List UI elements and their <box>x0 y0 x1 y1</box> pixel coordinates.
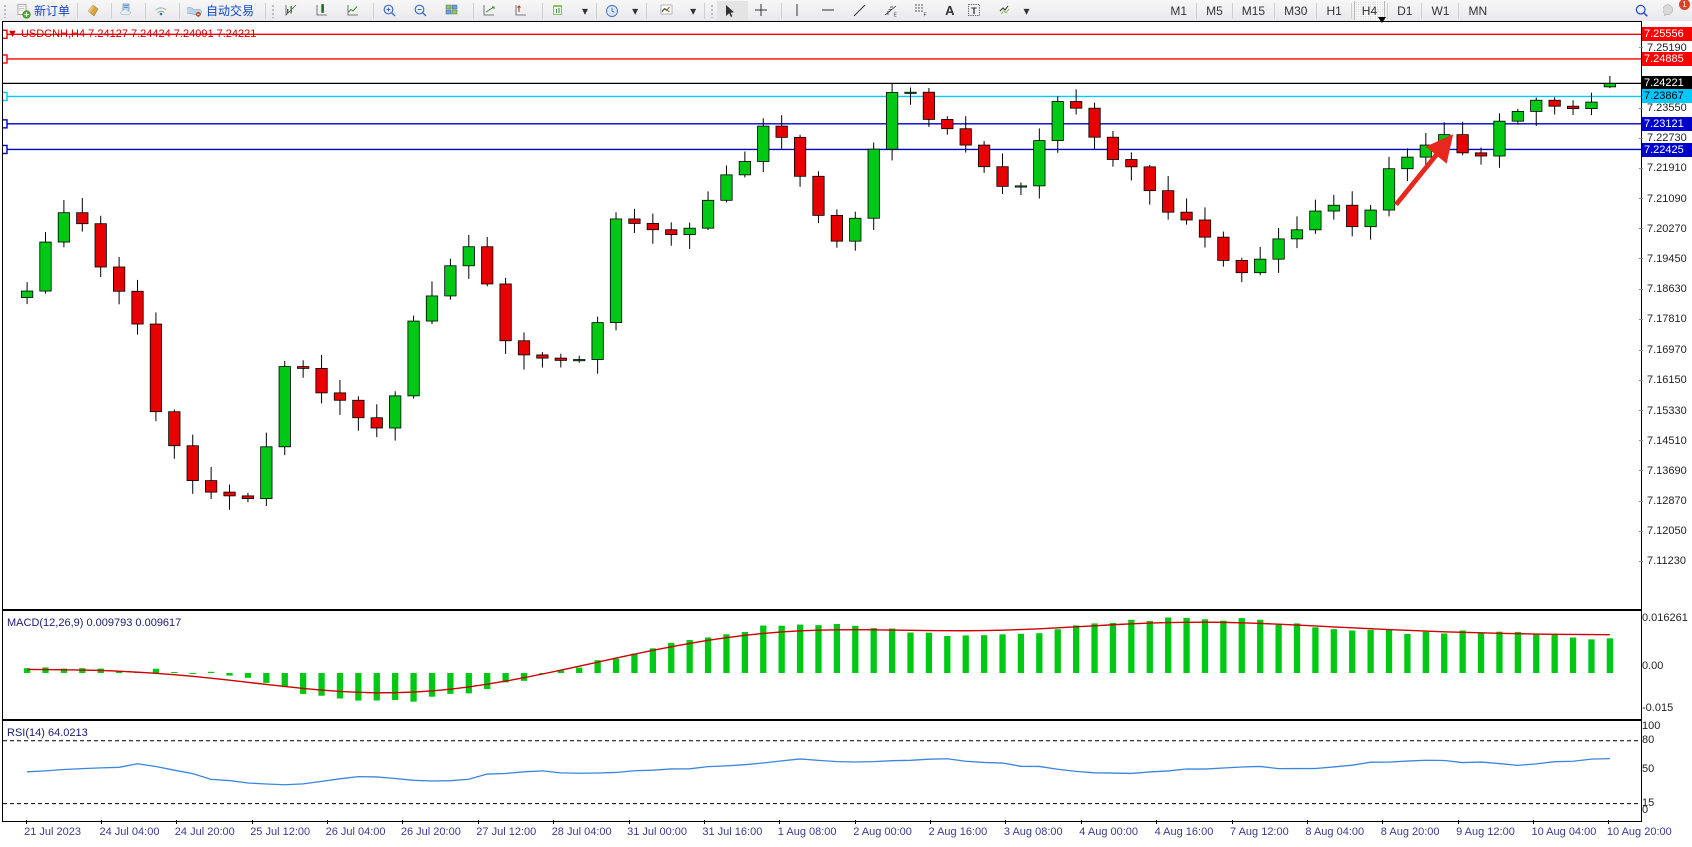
svg-text:F: F <box>924 12 927 18</box>
svg-text:E: E <box>894 12 898 18</box>
svg-text:T: T <box>971 6 977 16</box>
